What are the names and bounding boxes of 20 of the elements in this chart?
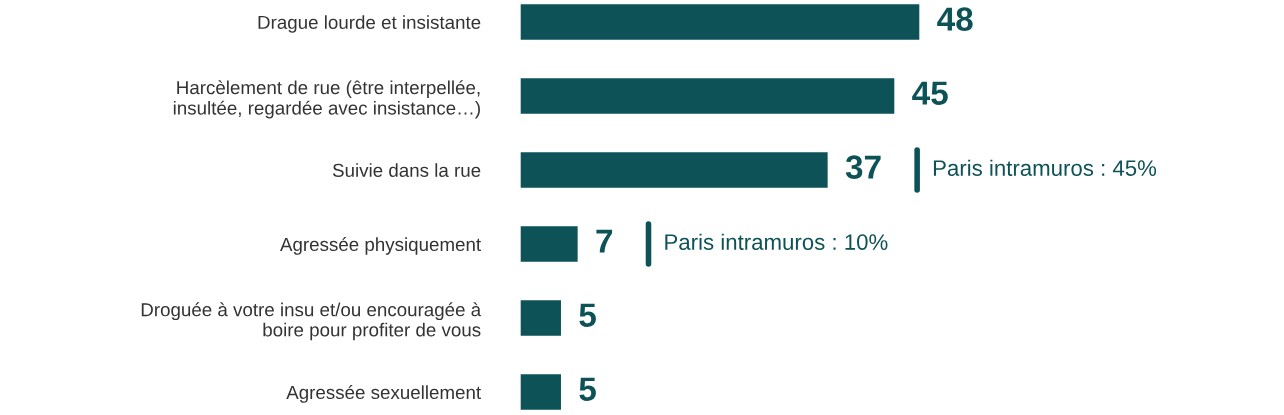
y-tick-label: Suivie dans la rue bbox=[332, 163, 481, 177]
data-label: 5 bbox=[579, 303, 596, 327]
bar bbox=[520, 76, 896, 116]
data-label: 45 bbox=[912, 81, 948, 105]
data-label: 48 bbox=[937, 7, 973, 31]
data-label: 7 bbox=[596, 229, 613, 253]
y-tick-label: Harcèlement de rue (être interpellée, insultée, regardée avec insistance…) bbox=[173, 80, 480, 119]
bar bbox=[520, 150, 830, 190]
y-tick-label: Agressée physiquement bbox=[280, 237, 481, 255]
text: Paris intramuros : 45% bbox=[933, 159, 1157, 176]
data-label: 5 bbox=[579, 377, 596, 401]
data-label: 37 bbox=[845, 155, 881, 179]
y-tick-label: Drague lourde et insistante bbox=[258, 15, 481, 33]
bar bbox=[520, 2, 921, 42]
bar bbox=[520, 372, 563, 412]
bar bbox=[520, 298, 563, 338]
annotation: Paris intramuros : 10% bbox=[665, 233, 888, 250]
y-tick-label: Droguée à votre insu et/ou encouragée à boire pour profiter de vous bbox=[141, 302, 482, 341]
bar bbox=[520, 224, 580, 264]
y-tick-label: Agressée sexuellement bbox=[286, 385, 481, 403]
